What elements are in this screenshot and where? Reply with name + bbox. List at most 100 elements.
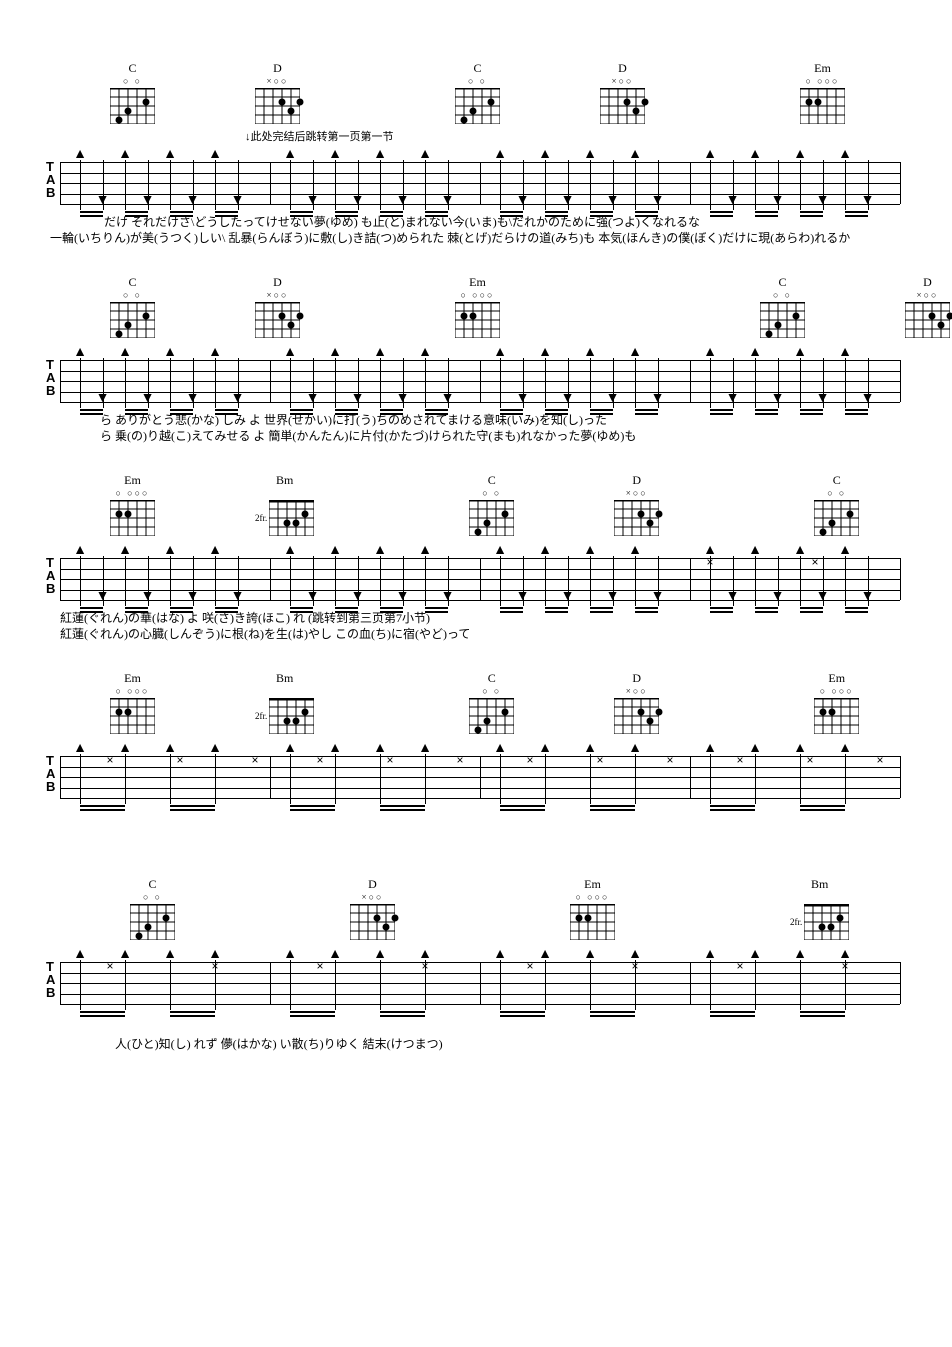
mute-x-icon: × <box>251 754 258 766</box>
chord-name: D <box>368 876 377 892</box>
mute-x-icon: × <box>526 754 533 766</box>
chord-open-mute-markers: ○ ○○○ <box>820 686 854 698</box>
chord-open-mute-markers: ×○○ <box>626 686 648 698</box>
tab-clef-label: T A B <box>46 556 55 595</box>
chord-name: D <box>273 274 282 290</box>
chord-open-mute-markers: ○ ○ <box>482 488 501 500</box>
chord-diagram-c: C ○ ○ <box>110 60 155 124</box>
barline <box>480 162 481 204</box>
chord-row: C ○ ○D×○○Em○ ○○○Bm2fr. <box>50 876 902 940</box>
chord-name: D <box>632 472 641 488</box>
barline <box>60 360 61 402</box>
chord-name: Em <box>469 274 486 290</box>
barline <box>690 360 691 402</box>
barline <box>690 756 691 798</box>
chord-name: D <box>632 670 641 686</box>
chord-open-mute-markers: ○ ○ <box>123 76 142 88</box>
chord-open-mute-markers: ×○○ <box>917 290 939 302</box>
chord-open-mute-markers: ○ ○○○ <box>116 686 150 698</box>
chord-diagram-d: D×○○ <box>614 670 659 734</box>
chord-diagram-c: C ○ ○ <box>130 876 175 940</box>
chord-row: Em○ ○○○Bm2fr.C ○ ○D×○○Em○ ○○○Bm2fr. <box>50 670 902 734</box>
chord-open-mute-markers: ○ ○○○ <box>806 76 840 88</box>
chord-open-mute-markers: ○ ○ <box>482 686 501 698</box>
mute-x-icon: × <box>456 754 463 766</box>
chord-diagram-c: C ○ ○ <box>110 274 155 338</box>
barline <box>900 962 901 1004</box>
chord-diagram-c: C ○ ○ <box>469 472 514 536</box>
barline <box>480 756 481 798</box>
system-sys1: C ○ ○D×○○C ○ ○D×○○Em○ ○○○Bm2fr.↓此处完结后跳转第… <box>50 60 902 246</box>
chord-name: Bm <box>276 670 293 686</box>
tab-clef-label: T A B <box>46 754 55 793</box>
barline <box>690 558 691 600</box>
barline <box>60 962 61 1004</box>
chord-name: Em <box>124 670 141 686</box>
tab-staff: T A B▲▼▲▼▲▼▲▼▲▼▲▼▲▼▲▼▲▼▲▼▲▼▲▼▲▼▲▼▲▼▲▼×× <box>50 540 900 610</box>
system-sys4: Em○ ○○○Bm2fr.C ○ ○D×○○Em○ ○○○Bm2fr.T A B… <box>50 670 902 848</box>
chord-name: Em <box>124 472 141 488</box>
mute-x-icon: × <box>386 754 393 766</box>
chord-open-mute-markers: ○ ○ <box>468 76 487 88</box>
chord-row: C ○ ○D×○○Em○ ○○○C ○ ○D×○○ <box>50 274 902 338</box>
mute-x-icon: × <box>841 960 848 972</box>
barline <box>60 558 61 600</box>
chord-name: C <box>488 472 496 488</box>
mute-x-icon: × <box>106 960 113 972</box>
chord-diagram-em: Em○ ○○○ <box>455 274 500 338</box>
chord-name: Em <box>828 670 845 686</box>
mute-x-icon: × <box>526 960 533 972</box>
chord-open-mute-markers: ○ ○ <box>143 892 162 904</box>
chord-name: D <box>923 274 932 290</box>
chord-diagram-em: Em○ ○○○ <box>800 60 845 124</box>
chord-open-mute-markers: ○ ○○○ <box>576 892 610 904</box>
chord-row: Em○ ○○○Bm2fr.C ○ ○D×○○C ○ ○D×○○ <box>50 472 902 536</box>
chord-name: C <box>833 472 841 488</box>
tab-staff: T A B▲▼▲▼▲▼▲▼▲▼▲▼▲▼▲▼▲▼▲▼▲▼▲▼▲▼▲▼▲▼▲▼ <box>50 342 900 412</box>
barline <box>480 360 481 402</box>
system-sys5: C ○ ○D×○○Em○ ○○○Bm2fr.T A B▲▲▲▲▲▲▲▲▲▲▲▲▲… <box>50 876 902 1052</box>
barline <box>270 756 271 798</box>
chord-diagram-c: C ○ ○ <box>455 60 500 124</box>
chord-open-mute-markers: ×○○ <box>267 290 289 302</box>
lyric-line: 人(ひと)知(し) れず 儚(はかな) い散(ち)りゆく 結末(けつまつ) <box>115 1036 902 1052</box>
barline <box>900 162 901 204</box>
chord-row: C ○ ○D×○○C ○ ○D×○○Em○ ○○○Bm2fr. <box>50 60 902 124</box>
chord-diagram-d: D×○○ <box>905 274 950 338</box>
chord-fret-label: 2fr. <box>255 513 267 523</box>
chord-name: D <box>273 60 282 76</box>
mute-x-icon: × <box>631 960 638 972</box>
chord-diagram-c: C ○ ○ <box>469 670 514 734</box>
chord-name: C <box>128 274 136 290</box>
chord-name: Bm <box>276 472 293 488</box>
chord-diagram-em: Em○ ○○○ <box>110 472 155 536</box>
chord-fret-label: 2fr. <box>790 917 802 927</box>
barline <box>690 162 691 204</box>
mute-x-icon: × <box>176 754 183 766</box>
mute-x-icon: × <box>316 754 323 766</box>
mute-x-icon: × <box>421 960 428 972</box>
chord-name: C <box>148 876 156 892</box>
mute-x-icon: × <box>736 960 743 972</box>
tab-clef-label: T A B <box>46 358 55 397</box>
tab-clef-label: T A B <box>46 960 55 999</box>
tab-staff: T A B▲▲▲▲▲▲▲▲▲▲▲▲▲▲▲▲×××××××× <box>50 944 900 1014</box>
mute-x-icon: × <box>316 960 323 972</box>
chord-diagram-c: C ○ ○ <box>814 472 859 536</box>
mute-x-icon: × <box>106 754 113 766</box>
chord-diagram-d: D×○○ <box>350 876 395 940</box>
chord-open-mute-markers: ×○○ <box>626 488 648 500</box>
chord-open-mute-markers: ○ ○○○ <box>116 488 150 500</box>
mute-x-icon: × <box>596 754 603 766</box>
chord-diagram-d: D×○○ <box>600 60 645 124</box>
chord-open-mute-markers: ○ ○○○ <box>461 290 495 302</box>
chord-name: C <box>488 670 496 686</box>
lyric-line: 紅蓮(ぐれん)の心臓(しんぞう)に根(ね)を生(は)やし この血(ち)に宿(やど… <box>60 626 902 642</box>
mute-x-icon: × <box>806 754 813 766</box>
mute-x-icon: × <box>666 754 673 766</box>
tab-staff: T A B▲▲▲▲▲▲▲▲▲▲▲▲▲▲▲▲×××××××××××× <box>50 738 900 808</box>
chord-diagram-c: C ○ ○ <box>760 274 805 338</box>
chord-open-mute-markers: ○ ○ <box>123 290 142 302</box>
chord-name: Em <box>814 60 831 76</box>
barline <box>60 162 61 204</box>
